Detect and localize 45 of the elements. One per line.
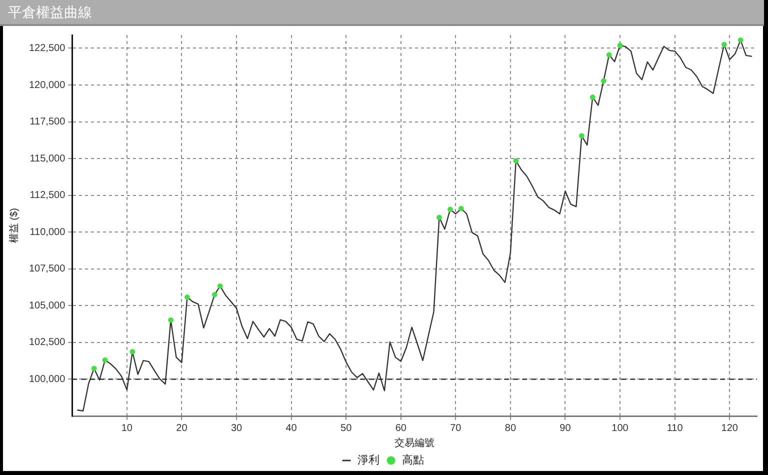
y-tick-label: 117,500: [30, 116, 66, 128]
y-tick-label: 107,500: [28, 264, 66, 275]
x-tick-label: 80: [504, 422, 516, 434]
y-tick-label: 102,500: [28, 337, 66, 348]
point: [130, 349, 136, 354]
chart-title: 平倉權益曲線: [8, 4, 92, 20]
point: [458, 206, 464, 212]
x-tick-label: 100: [612, 422, 629, 434]
legend-label: 高點: [402, 454, 424, 467]
point: [102, 357, 108, 363]
x-axis-title: 交易編號: [394, 436, 435, 449]
y-tick-label: 122,500: [28, 42, 66, 54]
point: [513, 158, 519, 164]
point: [617, 42, 623, 48]
point: [168, 317, 174, 323]
x-tick-label: 50: [340, 422, 352, 434]
y-tick-label: 100,000: [28, 374, 66, 385]
point: [212, 292, 218, 298]
y-tick-label: 112,500: [30, 190, 66, 202]
point: [184, 294, 190, 300]
x-tick-label: 20: [176, 422, 188, 434]
y-tick-label: 115,000: [30, 153, 66, 164]
x-tick-label: 70: [450, 422, 462, 434]
y-tick-label: 110,000: [30, 226, 66, 238]
x-tick-label: 30: [230, 422, 243, 434]
point: [721, 42, 727, 48]
x-tick-label: 110: [666, 422, 684, 434]
point: [606, 52, 612, 58]
x-tick-label: 10: [121, 422, 133, 434]
y-axis-title: 權益 ($): [8, 208, 20, 243]
x-tick-label: 60: [395, 422, 407, 434]
point: [436, 214, 442, 220]
point: [590, 94, 596, 100]
point: [217, 283, 223, 289]
x-tick-label: 90: [560, 422, 572, 434]
legend-label: 淨利: [358, 454, 380, 467]
x-tick-label: 120: [721, 422, 738, 434]
point: [600, 78, 606, 84]
point: [578, 133, 584, 138]
point: [447, 206, 453, 212]
x-tick-label: 40: [286, 422, 298, 434]
y-tick-label: 120,000: [28, 80, 66, 91]
y-tick-label: 105,000: [28, 300, 66, 312]
point: [91, 366, 97, 372]
point: [738, 37, 744, 43]
